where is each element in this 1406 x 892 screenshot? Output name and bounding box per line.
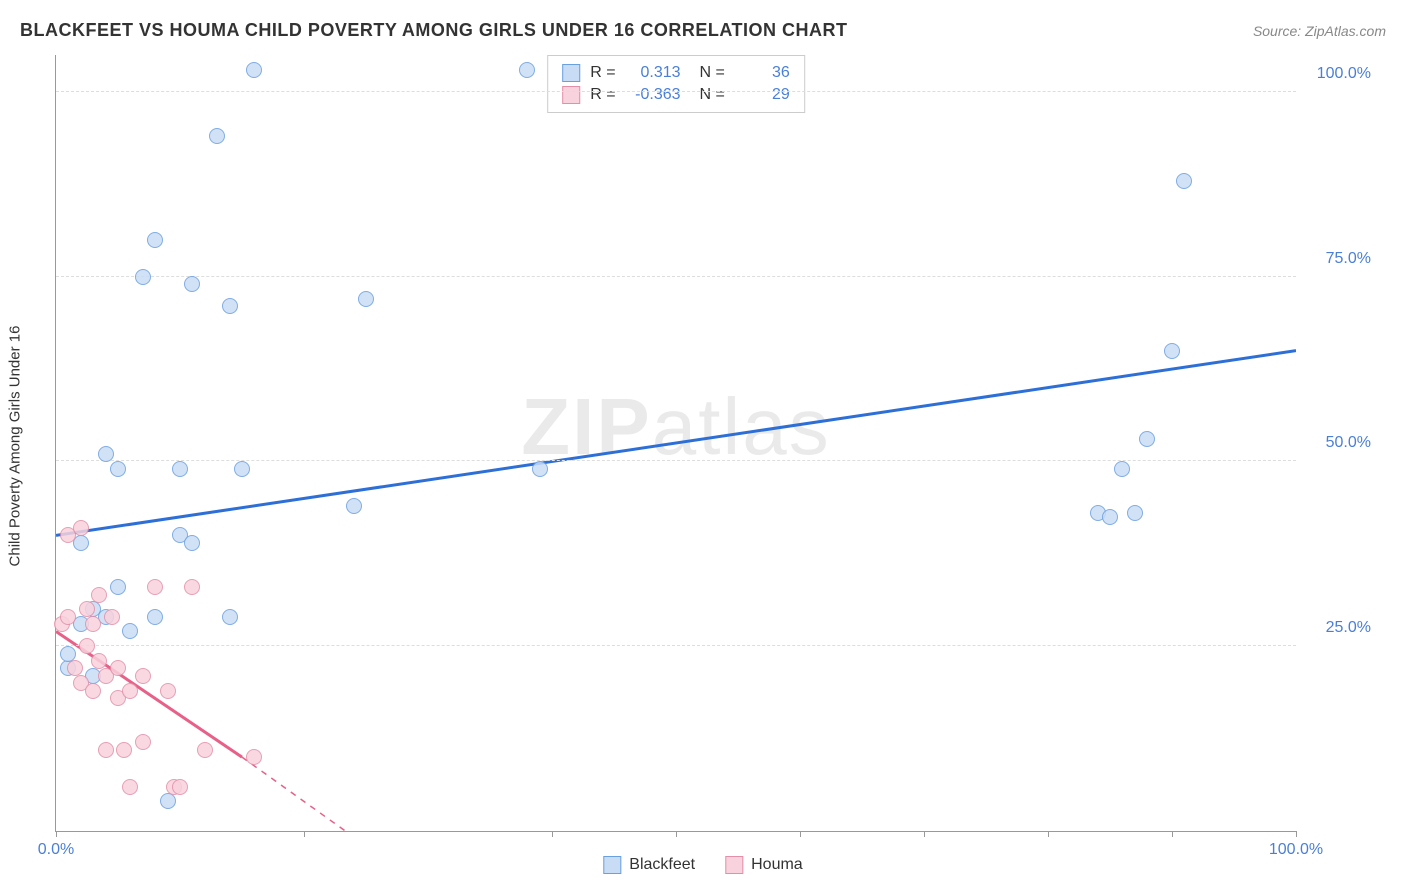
data-point-houma	[172, 779, 188, 795]
data-point-houma	[79, 601, 95, 617]
r-label: R =	[590, 86, 615, 104]
x-tick	[676, 831, 677, 837]
x-tick-label: 0.0%	[38, 841, 74, 859]
data-point-blackfeet	[1127, 505, 1143, 521]
y-tick-label: 25.0%	[1306, 619, 1371, 637]
data-point-houma	[184, 579, 200, 595]
data-point-blackfeet	[160, 793, 176, 809]
n-value-blackfeet: 36	[735, 64, 790, 82]
data-point-blackfeet	[209, 128, 225, 144]
data-point-houma	[60, 609, 76, 625]
data-point-houma	[246, 749, 262, 765]
legend-label-blackfeet: Blackfeet	[629, 856, 695, 874]
data-point-blackfeet	[110, 461, 126, 477]
data-point-blackfeet	[1176, 173, 1192, 189]
data-point-blackfeet	[122, 623, 138, 639]
data-point-blackfeet	[346, 498, 362, 514]
data-point-blackfeet	[184, 276, 200, 292]
data-point-blackfeet	[532, 461, 548, 477]
data-point-houma	[73, 520, 89, 536]
x-tick	[304, 831, 305, 837]
data-point-houma	[147, 579, 163, 595]
data-point-blackfeet	[98, 446, 114, 462]
trend-lines	[56, 55, 1296, 831]
data-point-blackfeet	[147, 609, 163, 625]
legend-label-houma: Houma	[751, 856, 803, 874]
data-point-blackfeet	[172, 461, 188, 477]
data-point-houma	[79, 638, 95, 654]
data-point-blackfeet	[1139, 431, 1155, 447]
x-tick	[924, 831, 925, 837]
plot-area: ZIPatlas R = 0.313 N = 36 R = -0.363 N =…	[55, 55, 1296, 832]
data-point-blackfeet	[519, 62, 535, 78]
data-point-blackfeet	[60, 646, 76, 662]
source-label: Source: ZipAtlas.com	[1253, 23, 1386, 39]
data-point-houma	[98, 742, 114, 758]
legend-item-houma: Houma	[725, 856, 803, 874]
legend-swatch-blackfeet	[603, 856, 621, 874]
n-label: N =	[691, 86, 725, 104]
data-point-houma	[160, 683, 176, 699]
bottom-legend: Blackfeet Houma	[603, 856, 802, 874]
stats-box: R = 0.313 N = 36 R = -0.363 N = 29	[547, 55, 805, 113]
data-point-blackfeet	[222, 298, 238, 314]
y-axis-label: Child Poverty Among Girls Under 16	[7, 326, 24, 567]
data-point-blackfeet	[110, 579, 126, 595]
data-point-houma	[135, 734, 151, 750]
data-point-houma	[135, 668, 151, 684]
data-point-houma	[122, 779, 138, 795]
y-tick-label: 100.0%	[1306, 65, 1371, 83]
data-point-blackfeet	[135, 269, 151, 285]
x-tick	[1048, 831, 1049, 837]
r-value-blackfeet: 0.313	[626, 64, 681, 82]
swatch-blackfeet	[562, 64, 580, 82]
data-point-houma	[122, 683, 138, 699]
legend-swatch-houma	[725, 856, 743, 874]
data-point-houma	[116, 742, 132, 758]
gridline	[56, 645, 1296, 646]
data-point-blackfeet	[222, 609, 238, 625]
swatch-houma	[562, 86, 580, 104]
x-tick	[56, 831, 57, 837]
data-point-houma	[91, 653, 107, 669]
data-point-blackfeet	[1114, 461, 1130, 477]
data-point-houma	[67, 660, 83, 676]
stats-row-blackfeet: R = 0.313 N = 36	[562, 62, 790, 84]
r-value-houma: -0.363	[626, 86, 681, 104]
data-point-houma	[91, 587, 107, 603]
data-point-blackfeet	[147, 232, 163, 248]
x-tick	[1296, 831, 1297, 837]
data-point-houma	[104, 609, 120, 625]
x-tick	[1172, 831, 1173, 837]
data-point-blackfeet	[234, 461, 250, 477]
x-tick-label: 100.0%	[1269, 841, 1323, 859]
stats-row-houma: R = -0.363 N = 29	[562, 84, 790, 106]
r-label: R =	[590, 64, 615, 82]
data-point-blackfeet	[246, 62, 262, 78]
data-point-houma	[85, 683, 101, 699]
n-value-houma: 29	[735, 86, 790, 104]
y-tick-label: 50.0%	[1306, 434, 1371, 452]
data-point-blackfeet	[1164, 343, 1180, 359]
data-point-houma	[110, 660, 126, 676]
gridline	[56, 276, 1296, 277]
data-point-blackfeet	[358, 291, 374, 307]
data-point-blackfeet	[184, 535, 200, 551]
n-label: N =	[691, 64, 725, 82]
data-point-houma	[85, 616, 101, 632]
data-point-blackfeet	[1102, 509, 1118, 525]
data-point-houma	[197, 742, 213, 758]
legend-item-blackfeet: Blackfeet	[603, 856, 695, 874]
x-tick	[800, 831, 801, 837]
x-tick	[552, 831, 553, 837]
gridline	[56, 91, 1296, 92]
chart-title: BLACKFEET VS HOUMA CHILD POVERTY AMONG G…	[20, 20, 848, 41]
y-tick-label: 75.0%	[1306, 250, 1371, 268]
